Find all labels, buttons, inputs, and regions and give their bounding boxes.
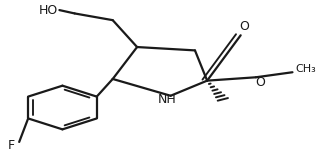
Text: F: F (8, 139, 15, 152)
Text: O: O (239, 20, 249, 33)
Text: CH₃: CH₃ (295, 64, 316, 74)
Text: NH: NH (158, 93, 176, 107)
Text: HO: HO (38, 4, 58, 17)
Text: O: O (255, 76, 265, 89)
